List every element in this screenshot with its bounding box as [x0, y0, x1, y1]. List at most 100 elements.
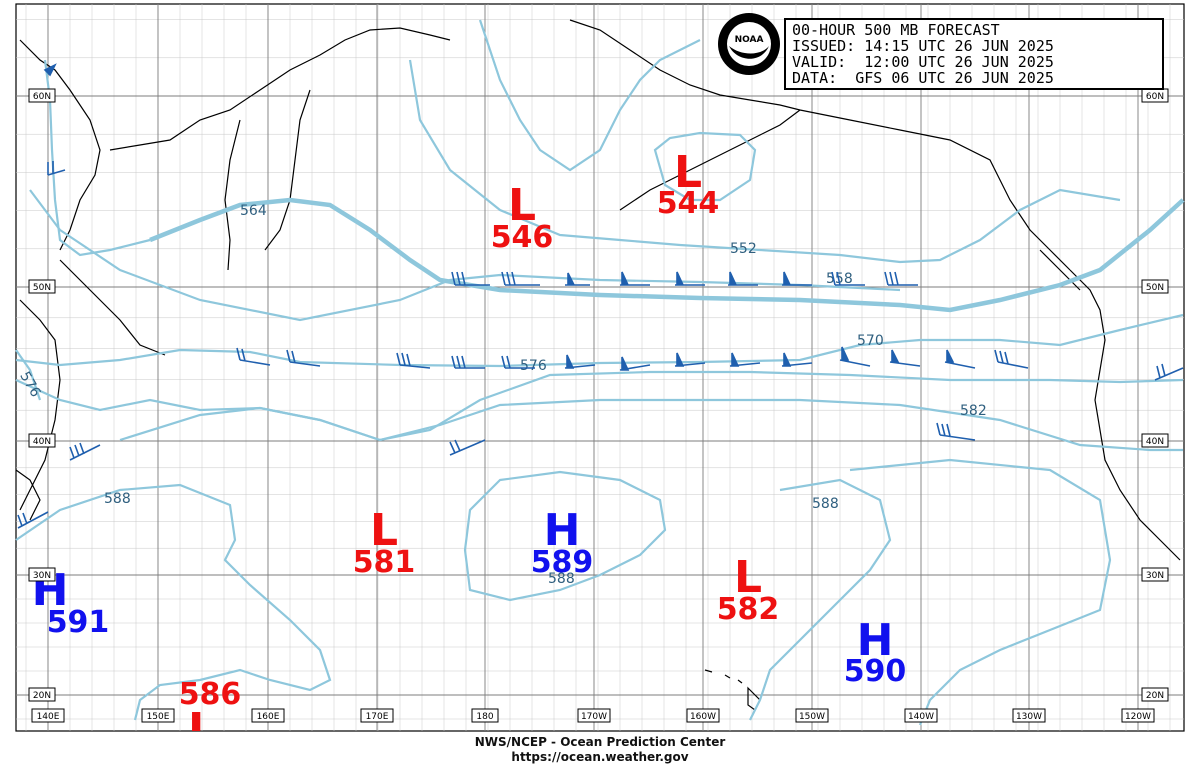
svg-text:589: 589	[531, 545, 594, 580]
svg-text:L: L	[508, 180, 536, 231]
svg-text:60N: 60N	[33, 92, 51, 102]
lat-label-30N-left: 30N	[28, 567, 56, 582]
coast-bc	[1069, 269, 1181, 561]
contour-label-552: 552	[730, 241, 757, 257]
coast-okhotsk	[224, 119, 241, 271]
svg-text:586: 586	[179, 677, 242, 712]
noaa-logo: NOAA	[718, 13, 780, 75]
contour-left-vertical	[43, 59, 151, 257]
contour-564	[149, 197, 1185, 313]
contour-576	[15, 370, 1184, 442]
lon-label-150W: 150W	[795, 708, 829, 723]
contour-588-east	[749, 478, 892, 721]
footer-url[interactable]: https://ocean.weather.gov	[511, 750, 689, 764]
high-center-590: H 590	[844, 615, 907, 689]
contour-label-564: 564	[240, 203, 267, 219]
contour-left-576	[15, 349, 42, 401]
lon-label-170W: 170W	[577, 708, 611, 723]
lat-label-20N-left: 20N	[28, 687, 56, 702]
high-center-589: H 589	[531, 505, 594, 580]
coast-kuril	[59, 259, 166, 356]
svg-text:H: H	[544, 505, 581, 556]
svg-text:30N: 30N	[1146, 571, 1164, 581]
lon-label-130W: 130W	[1012, 708, 1046, 723]
contour-582	[119, 398, 1183, 452]
svg-text:60N: 60N	[1146, 92, 1164, 102]
footer-agency: NWS/NCEP - Ocean Prediction Center	[474, 735, 726, 749]
lon-label-180: 180	[471, 708, 499, 723]
svg-text:120W: 120W	[1125, 712, 1151, 722]
coast-korea	[15, 469, 41, 521]
svg-text:590: 590	[844, 654, 907, 689]
svg-text:160E: 160E	[257, 712, 280, 722]
barb-row-middle	[17, 63, 1184, 529]
lon-label-160W: 160W	[686, 708, 720, 723]
contour-labels: 564 552 558 570 576 576 582 588 588 588	[16, 203, 986, 587]
svg-text:L: L	[734, 552, 762, 603]
svg-text:546: 546	[491, 220, 554, 255]
contour-588-west	[15, 483, 332, 721]
svg-text:L: L	[370, 505, 398, 556]
low-center-582: L 582	[717, 552, 780, 627]
contour-552	[408, 59, 1121, 264]
latitude-labels: 60N 60N 50N 50N 40N 40N 30N 30N 20N 20N	[28, 88, 1169, 702]
lat-label-40N-left: 40N	[28, 433, 56, 448]
svg-text:130W: 130W	[1016, 712, 1042, 722]
svg-text:581: 581	[353, 545, 416, 580]
contour-label-582: 582	[960, 403, 987, 419]
lon-label-120W: 120W	[1121, 708, 1155, 723]
svg-text:L: L	[674, 147, 702, 198]
contour-544	[653, 131, 757, 202]
svg-text:582: 582	[717, 592, 780, 627]
contour-label-576-center: 576	[520, 358, 547, 374]
svg-text:30N: 30N	[33, 571, 51, 581]
svg-text:H: H	[857, 615, 894, 666]
svg-text:150W: 150W	[799, 712, 825, 722]
lon-label-140E: 140E	[31, 708, 65, 723]
low-center-544: L 544	[657, 147, 720, 221]
svg-text:160W: 160W	[690, 712, 716, 722]
contour-588-far	[849, 458, 1112, 726]
contour-label-570: 570	[857, 333, 884, 349]
pressure-centers: L 546 L 544 L 581 H 589 L 582 H 591 H 59…	[32, 147, 907, 755]
svg-text:50N: 50N	[33, 283, 51, 293]
contour-label-588-east: 588	[812, 496, 839, 512]
coast-hawaii	[704, 669, 761, 711]
lat-label-50N-right: 50N	[1141, 279, 1169, 294]
contour-558	[29, 189, 901, 322]
coast-kamchatka	[19, 39, 101, 251]
svg-text:40N: 40N	[1146, 437, 1164, 447]
svg-text:591: 591	[47, 605, 110, 640]
forecast-title: 00-HOUR 500 MB FORECAST	[792, 21, 1000, 39]
lat-label-50N-left: 50N	[28, 279, 56, 294]
major-grid	[16, 4, 1184, 731]
longitude-labels: 140E 150E 160E 170E 180 170W 160W 150W 140W 130W 1…	[31, 708, 1155, 723]
coast-alaska-south	[619, 109, 801, 211]
forecast-issued: ISSUED: 14:15 UTC 26 JUN 2025	[792, 37, 1054, 55]
svg-text:140E: 140E	[37, 712, 60, 722]
wind-barbs	[17, 63, 1184, 529]
lon-label-150E: 150E	[141, 708, 175, 723]
svg-text:NOAA: NOAA	[735, 35, 764, 45]
svg-text:20N: 20N	[33, 691, 51, 701]
coastlines	[15, 19, 1181, 711]
lat-label-30N-right: 30N	[1141, 567, 1169, 582]
svg-text:20N: 20N	[1146, 691, 1164, 701]
height-contours	[15, 19, 1185, 726]
svg-text:40N: 40N	[33, 437, 51, 447]
lon-label-170E: 170E	[360, 708, 394, 723]
lat-label-60N-right: 60N	[1141, 88, 1169, 103]
low-center-546: L 546	[491, 180, 554, 255]
svg-text:150E: 150E	[147, 712, 170, 722]
svg-text:170E: 170E	[366, 712, 389, 722]
lat-label-60N-left: 60N	[28, 88, 56, 103]
forecast-info-box: 00-HOUR 500 MB FORECAST ISSUED: 14:15 UT…	[784, 18, 1164, 90]
lat-label-40N-right: 40N	[1141, 433, 1169, 448]
forecast-data: DATA: GFS 06 UTC 26 JUN 2025	[792, 69, 1054, 87]
svg-text:180: 180	[476, 712, 493, 722]
svg-text:L: L	[188, 704, 216, 755]
lat-label-20N-right: 20N	[1141, 687, 1169, 702]
svg-text:50N: 50N	[1146, 283, 1164, 293]
svg-text:170W: 170W	[581, 712, 607, 722]
